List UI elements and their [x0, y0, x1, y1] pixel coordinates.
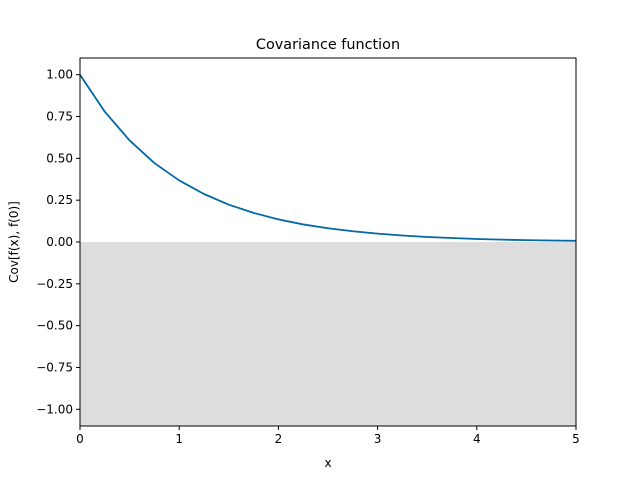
series-line-0 — [79, 74, 577, 242]
y-tick-label: −0.25 — [36, 277, 73, 291]
x-tick-label: 5 — [572, 432, 580, 446]
y-axis-label: Cov[f(x), f(0)] — [7, 201, 21, 283]
y-tick-label: 0.50 — [46, 151, 73, 165]
chart-title: Covariance function — [256, 37, 400, 53]
x-tick-label: 3 — [374, 432, 382, 446]
x-tick-label: 1 — [175, 432, 183, 446]
y-tick-label: 0.00 — [46, 235, 73, 249]
x-axis-label: x — [324, 456, 331, 470]
y-tick-label: 0.25 — [46, 193, 73, 207]
y-tick-label: −0.75 — [36, 360, 73, 374]
shaded-negative-region — [80, 242, 576, 426]
y-tick-label: −1.00 — [36, 402, 73, 416]
x-tick-label: 2 — [275, 432, 283, 446]
x-tick-label: 4 — [473, 432, 481, 446]
y-tick-label: −0.50 — [36, 319, 73, 333]
y-tick-label: 1.00 — [46, 68, 73, 82]
y-tick-label: 0.75 — [46, 110, 73, 124]
x-tick-label: 0 — [76, 432, 84, 446]
